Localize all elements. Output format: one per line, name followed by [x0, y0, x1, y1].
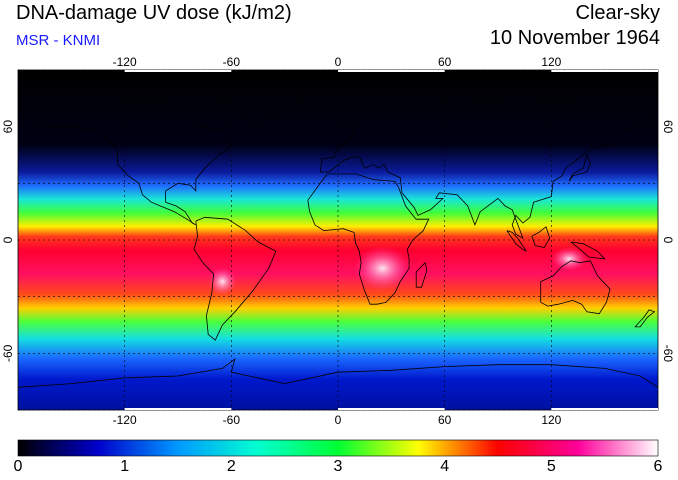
- lat-tick-label: -60: [661, 345, 675, 363]
- coastline: [531, 226, 551, 249]
- uv-maximum-andes: [208, 267, 237, 296]
- colorbar-tick-label: 3: [333, 458, 343, 475]
- lon-tick-label: -120: [113, 55, 137, 69]
- lon-tick-label: -60: [223, 413, 241, 427]
- lon-tick-label: 0: [335, 55, 342, 69]
- coastline: [568, 153, 591, 182]
- coastline: [570, 241, 606, 260]
- coastline: [17, 357, 659, 388]
- coastline: [319, 94, 656, 239]
- coastline: [193, 216, 277, 341]
- data-source-label: MSR - KNMI: [16, 32, 101, 49]
- colorbar-tick-label: 2: [226, 458, 236, 475]
- lat-tick-label: 60: [1, 120, 15, 134]
- lon-tick-label: -120: [113, 413, 137, 427]
- lon-tick-label: 0: [335, 413, 342, 427]
- map-title: DNA-damage UV dose (kJ/m2): [16, 2, 292, 24]
- coastline: [506, 230, 527, 252]
- lon-tick-label: 120: [541, 55, 561, 69]
- lon-tick-label: 120: [541, 413, 561, 427]
- coastline: [35, 103, 232, 226]
- coastline: [212, 82, 303, 128]
- coastline: [634, 309, 656, 328]
- uv-maximum-africa: [354, 246, 411, 291]
- lat-tick-label: 0: [661, 237, 675, 244]
- colorbar-scale: [17, 439, 659, 457]
- coastline: [307, 173, 430, 305]
- lat-tick-label: -60: [1, 344, 15, 362]
- coastline: [540, 260, 611, 315]
- uv-maximum-australia: [551, 246, 588, 271]
- uv-dose-map: -120 -120 -60 -60 0 0 60 60 120 120 60 60 0 0 -60 -60: [1, 55, 675, 427]
- colorbar-tick-label: 5: [546, 458, 556, 475]
- colorbar: [17, 439, 659, 457]
- product-label: Clear-sky: [575, 2, 660, 24]
- lat-tick-label: 0: [1, 236, 15, 243]
- lon-tick-label: 60: [438, 413, 452, 427]
- lat-tick-label: 60: [661, 120, 675, 134]
- colorbar-tick-label: 0: [13, 458, 23, 475]
- lon-tick-label: -60: [223, 55, 241, 69]
- date-label: 10 November 1964: [489, 27, 660, 49]
- coastline: [415, 261, 428, 288]
- colorbar-tick-label: 1: [120, 458, 130, 475]
- colorbar-tick-label: 4: [440, 458, 450, 475]
- lon-tick-label: 60: [438, 55, 452, 69]
- colorbar-tick-label: 6: [653, 458, 663, 475]
